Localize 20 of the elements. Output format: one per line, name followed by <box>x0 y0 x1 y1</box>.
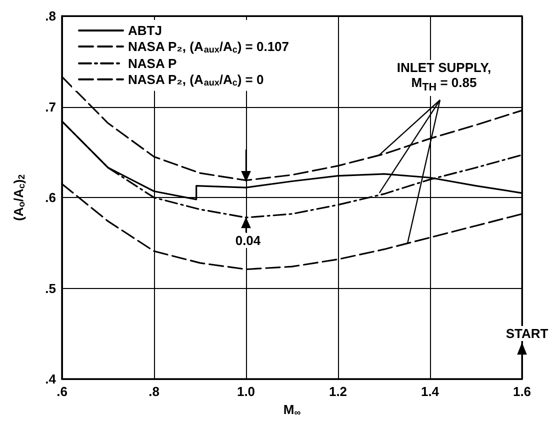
x-tick-label: 1.2 <box>328 384 348 400</box>
x-tick-label: .6 <box>56 384 68 400</box>
y-tick-label: .5 <box>45 280 56 296</box>
legend-label: NASA P <box>128 56 177 71</box>
y-tick-label: .7 <box>45 99 56 114</box>
x-tick-label: 1.0 <box>236 384 256 400</box>
x-tick-label: 1.4 <box>420 384 440 400</box>
annotation: INLET SUPPLY, M$_{TH}$ = 0.85 <box>392 60 496 96</box>
y-tick-label: .4 <box>45 372 57 387</box>
x-tick-label: 1.6 <box>512 384 532 400</box>
annotation: START <box>500 326 552 341</box>
annotation: 0.04 <box>226 232 270 248</box>
legend-label: NASA P₂, (Aaux/Ac) = 0 <box>128 72 264 88</box>
legend-label: ABTJ <box>128 23 162 38</box>
y-axis-title: (Ao/Ac)2 <box>11 174 26 221</box>
x-tick-label: .8 <box>148 384 160 400</box>
legend-label: NASA P₂, (Aaux/Ac) = 0.107 <box>128 39 290 54</box>
x-axis-title: M∞ <box>283 402 302 418</box>
y-tick-label: .6 <box>45 190 56 206</box>
y-tick-label: .8 <box>45 8 56 24</box>
